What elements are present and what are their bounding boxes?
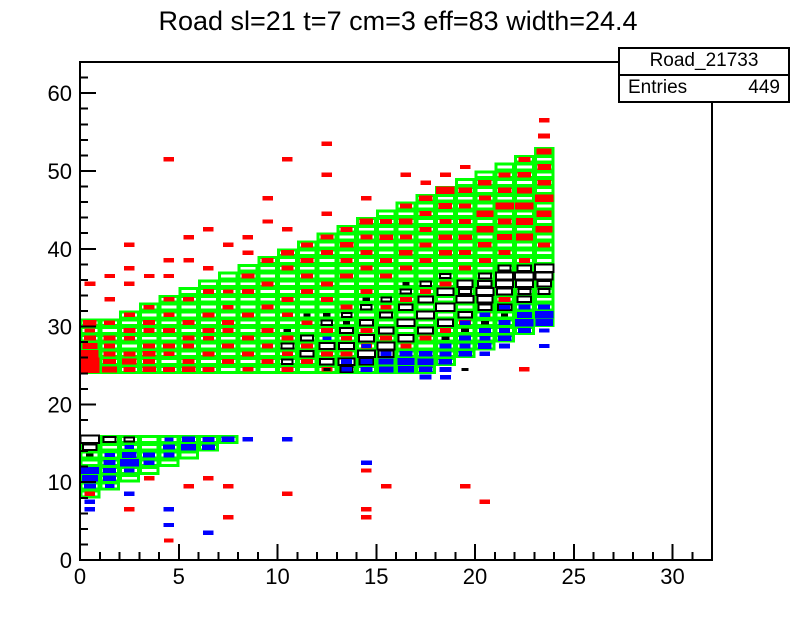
x-axis: 0 5 10 15 20 25 30 <box>74 544 713 589</box>
stats-entries-row: Entries 449 <box>620 76 788 101</box>
x-tick-label: 20 <box>463 564 487 589</box>
x-tick-label: 30 <box>660 564 684 589</box>
stats-entries-value: 449 <box>748 77 780 98</box>
chart-title: Road sl=21 t=7 cm=3 eff=83 width=24.4 <box>158 6 638 36</box>
stats-box-title: Road_21733 <box>620 49 788 76</box>
y-tick-label: 0 <box>60 548 72 573</box>
y-tick-label: 10 <box>48 470 72 495</box>
y-axis: 0 10 20 30 40 50 60 <box>48 61 96 573</box>
histogram-boxes-layer <box>79 118 555 543</box>
y-tick-label: 50 <box>48 159 72 184</box>
x-tick-label: 10 <box>265 564 289 589</box>
stats-entries-label: Entries <box>628 77 688 98</box>
stats-box: Road_21733 Entries 449 <box>618 47 790 103</box>
y-tick-label: 30 <box>48 315 72 340</box>
x-tick-label: 5 <box>173 564 185 589</box>
y-tick-label: 60 <box>48 81 72 106</box>
x-tick-label: 15 <box>364 564 388 589</box>
y-tick-label: 20 <box>48 392 72 417</box>
x-tick-label: 25 <box>562 564 586 589</box>
x-tick-label: 0 <box>74 564 86 589</box>
y-tick-label: 40 <box>48 237 72 262</box>
